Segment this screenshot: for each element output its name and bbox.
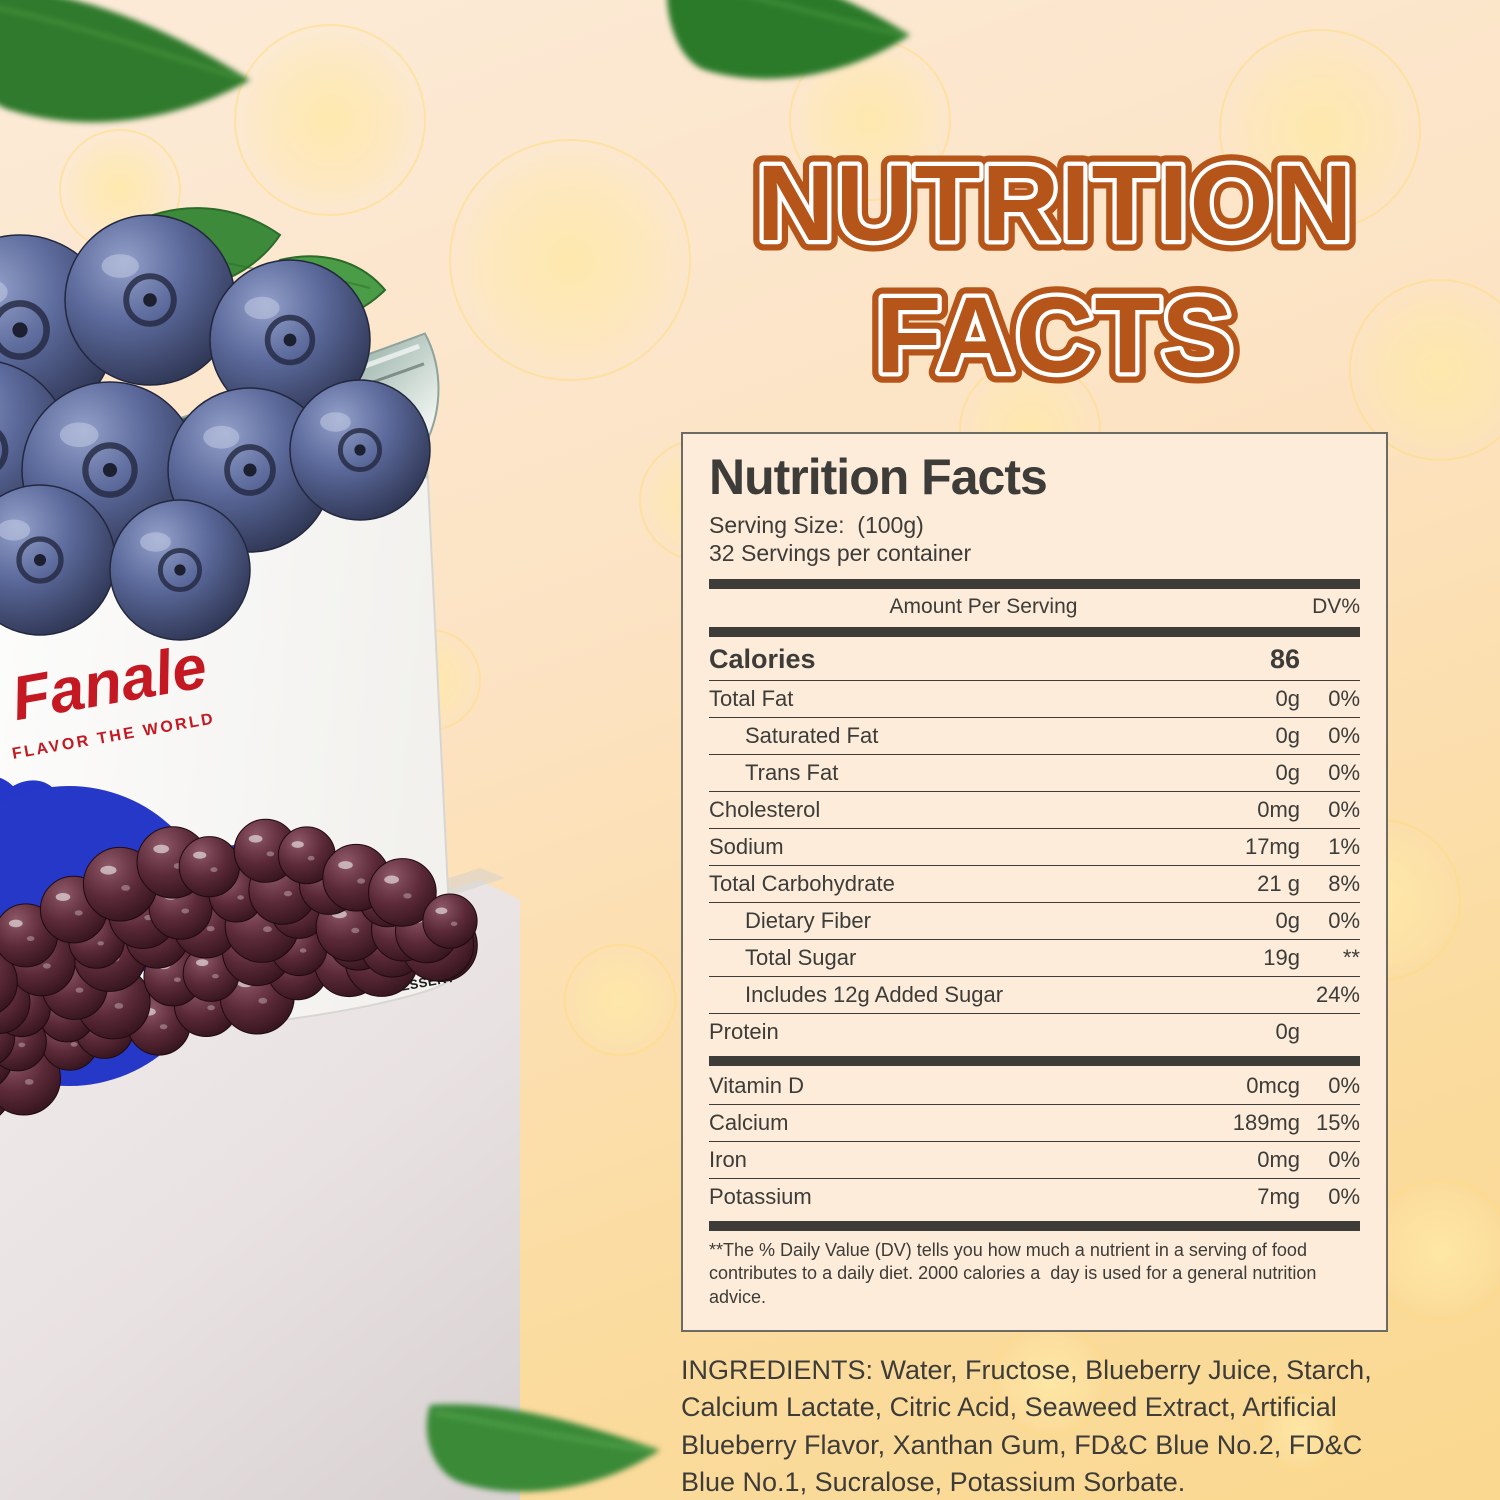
svg-text:FACTS: FACTS — [875, 274, 1234, 395]
svg-text:NUTRITION: NUTRITION — [757, 142, 1354, 263]
